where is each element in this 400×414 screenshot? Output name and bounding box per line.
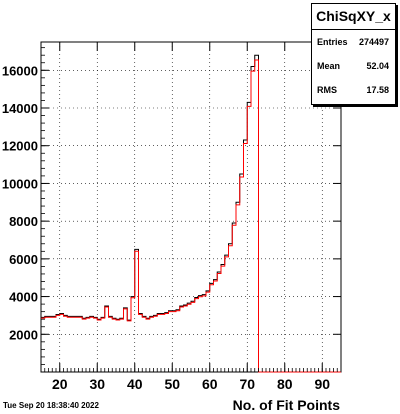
x-tick-label: 80	[277, 376, 293, 392]
x-tick-label: 40	[127, 376, 143, 392]
x-tick-label: 60	[202, 376, 218, 392]
x-tick-label: 90	[314, 376, 330, 392]
entries-value: 274497	[358, 37, 389, 47]
stats-row-rms: RMS 17.58	[312, 78, 395, 102]
y-tick-label: 8000	[9, 214, 38, 229]
histogram-outline	[41, 54, 259, 372]
rms-label: RMS	[317, 85, 337, 95]
stats-title: ChiSqXY_x	[312, 4, 395, 30]
fit-overlay	[41, 59, 341, 373]
stats-box: ChiSqXY_x Entries 274497 Mean 52.04 RMS …	[311, 3, 396, 105]
y-tick-label: 16000	[2, 63, 38, 78]
x-tick-label: 20	[52, 376, 68, 392]
grid-lines	[41, 42, 341, 372]
y-axis-ticks: 2000 4000 6000 8000 10000 12000 14000 16000	[2, 47, 341, 373]
x-tick-label: 30	[89, 376, 105, 392]
stats-row-mean: Mean 52.04	[312, 54, 395, 78]
y-tick-label: 12000	[2, 139, 38, 154]
x-tick-label: 70	[239, 376, 255, 392]
timestamp: Tue Sep 20 18:38:40 2022	[3, 401, 99, 410]
y-tick-label: 6000	[9, 252, 38, 267]
x-tick-label: 50	[164, 376, 180, 392]
y-tick-label: 14000	[2, 101, 38, 116]
plot-frame	[40, 41, 342, 373]
x-axis-title: No. of Fit Points	[232, 397, 340, 413]
x-axis-ticks: 20 30 40 50 60 70 80 90	[40, 42, 342, 392]
rms-value: 17.58	[366, 85, 389, 95]
mean-label: Mean	[317, 61, 341, 71]
stats-row-entries: Entries 274497	[312, 30, 395, 54]
y-tick-label: 2000	[9, 327, 38, 342]
entries-label: Entries	[317, 37, 348, 47]
y-tick-label: 10000	[2, 176, 38, 191]
y-tick-label: 4000	[9, 290, 38, 305]
mean-value: 52.04	[366, 61, 389, 71]
histogram-bars	[41, 54, 341, 373]
